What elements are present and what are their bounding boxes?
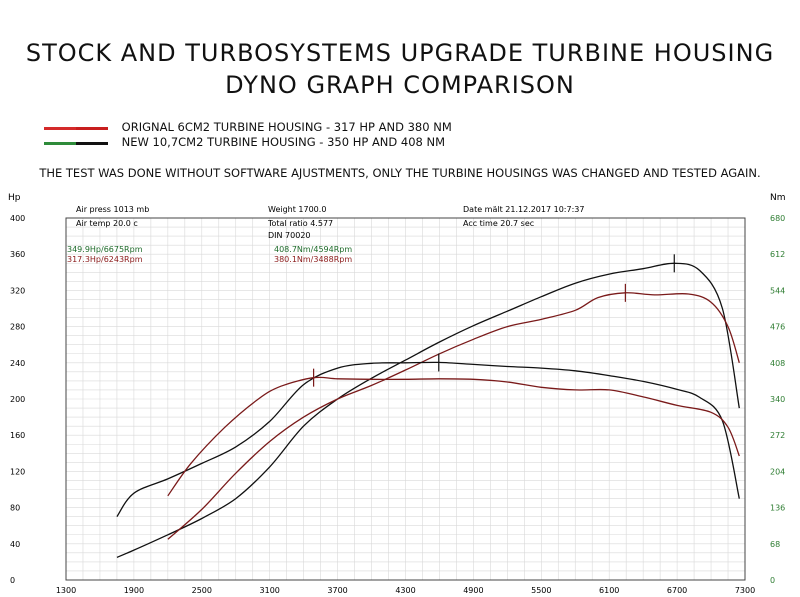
right-axis-unit: Nm (770, 193, 786, 203)
y-right-tick-label: 544 (770, 286, 785, 295)
legend-label-original: ORIGNAL 6CM2 TURBINE HOUSING - 317 HP AN… (121, 120, 452, 134)
y-right-tick-label: 612 (770, 250, 785, 259)
y-right-tick-label: 136 (770, 504, 785, 513)
y-left-tick-label: 40 (10, 540, 20, 549)
info-air-press: Air press 1013 mb (76, 205, 149, 214)
y-left-tick-label: 240 (10, 359, 25, 368)
left-axis-unit: Hp (8, 193, 21, 203)
y-left-tick-label: 80 (10, 504, 20, 513)
plot-frame (65, 217, 746, 581)
y-right-tick-label: 0 (770, 576, 775, 585)
chart-series (116, 262, 740, 559)
y-left-tick-label: 320 (10, 286, 25, 295)
x-tick-label: 7300 (735, 586, 755, 595)
peak-label-orig-nm: 380.1Nm/3488Rpm (274, 255, 352, 264)
info-weight: Weight 1700.0 (268, 205, 326, 214)
chart-axes: 1300 1900 2500 3100 3700 4300 4900 5500 6100 6700… (10, 214, 785, 595)
x-tick-label: 2500 (192, 586, 212, 595)
y-left-tick-label: 160 (10, 431, 25, 440)
legend-swatch-new (44, 136, 108, 150)
y-right-tick-label: 68 (770, 540, 780, 549)
y-left-tick-label: 280 (10, 323, 25, 332)
legend-label-new: NEW 10,7CM2 TURBINE HOUSING - 350 HP AND… (121, 135, 446, 149)
series-line-new-power (116, 262, 740, 559)
peak-label-new-hp: 349.9Hp/6675Rpm (67, 245, 143, 254)
y-right-tick-label: 680 (770, 214, 785, 223)
x-tick-label: 3100 (260, 586, 280, 595)
peak-label-orig-hp: 317.3Hp/6243Rpm (67, 255, 143, 264)
series-line-orig-power (167, 292, 740, 540)
legend-swatch-original (44, 121, 108, 135)
x-tick-label: 6100 (599, 586, 619, 595)
test-note: THE TEST WAS DONE WITHOUT SOFTWARE AJUST… (39, 166, 761, 180)
y-right-tick-label: 340 (770, 395, 785, 404)
series-line-orig-torque (167, 376, 740, 497)
y-right-tick-label: 204 (770, 467, 785, 476)
info-air-temp: Air temp 20.0 c (76, 219, 138, 228)
peak-label-new-nm: 408.7Nm/4594Rpm (274, 245, 352, 254)
info-acc-time: Acc time 20.7 sec (463, 219, 534, 228)
info-date: Date mält 21.12.2017 10:7:37 (463, 205, 584, 214)
x-tick-label: 1300 (56, 586, 76, 595)
x-tick-label: 5500 (531, 586, 551, 595)
y-right-tick-label: 272 (770, 431, 785, 440)
chart-title-line-2: DYNO GRAPH COMPARISON (225, 71, 575, 99)
y-left-tick-label: 200 (10, 395, 25, 404)
x-tick-label: 4900 (463, 586, 483, 595)
series-line-new-torque (116, 361, 740, 517)
chart-grid (65, 217, 746, 581)
legend-entry-original: ORIGNAL 6CM2 TURBINE HOUSING - 317 HP AN… (44, 120, 452, 134)
legend-entry-new: NEW 10,7CM2 TURBINE HOUSING - 350 HP AND… (44, 135, 445, 149)
info-total-ratio: Total ratio 4.577 (267, 219, 333, 228)
y-right-tick-label: 476 (770, 323, 785, 332)
x-tick-label: 6700 (667, 586, 687, 595)
peak-markers (313, 254, 675, 387)
chart-title-line-1: STOCK AND TURBOSYSTEMS UPGRADE TURBINE H… (25, 39, 775, 67)
x-tick-label: 1900 (124, 586, 144, 595)
y-left-tick-label: 360 (10, 250, 25, 259)
x-tick-label: 3700 (327, 586, 347, 595)
x-tick-label: 4300 (395, 586, 415, 595)
y-left-tick-label: 120 (10, 467, 25, 476)
y-right-tick-label: 408 (770, 359, 785, 368)
y-left-tick-label: 400 (10, 214, 25, 223)
y-left-tick-label: 0 (10, 576, 15, 585)
info-din: DIN 70020 (268, 231, 311, 240)
